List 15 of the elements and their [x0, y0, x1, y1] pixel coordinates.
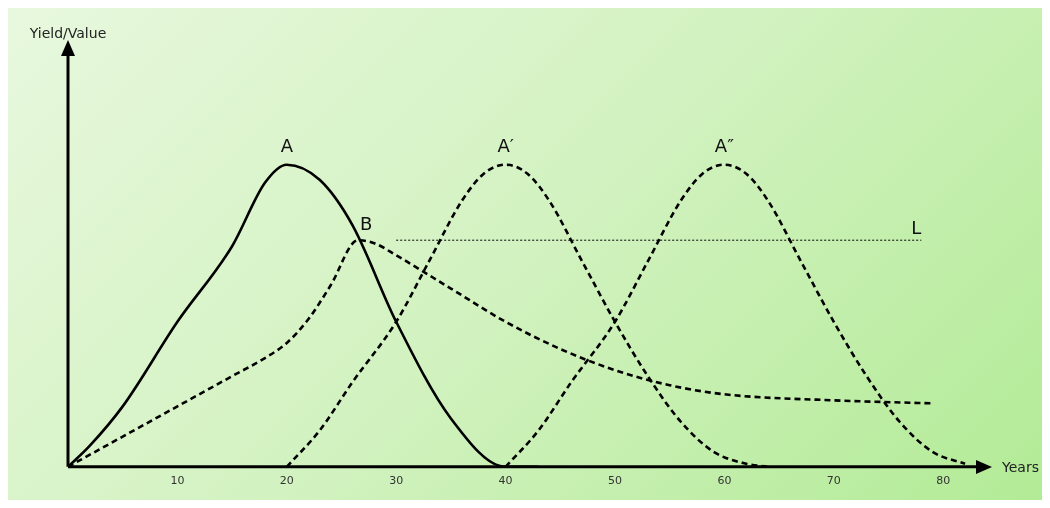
x-tick-label: 20: [279, 474, 294, 488]
series-label: A′: [497, 135, 514, 157]
x-tick-label: 60: [717, 474, 732, 488]
series-label: B: [359, 212, 373, 234]
x-tick-label: 50: [607, 474, 622, 488]
x-tick-label: 30: [389, 474, 404, 488]
x-tick-label: 40: [498, 474, 513, 488]
x-tick-label: 80: [936, 474, 951, 488]
series-label: L: [911, 216, 922, 238]
x-tick-label: 70: [826, 474, 841, 488]
x-axis-title: Years: [1001, 459, 1039, 476]
text: Yield/Value: [28, 24, 107, 41]
series-label: A″: [714, 135, 735, 157]
series-label: A: [280, 135, 294, 157]
x-tick-label: 10: [170, 474, 185, 488]
